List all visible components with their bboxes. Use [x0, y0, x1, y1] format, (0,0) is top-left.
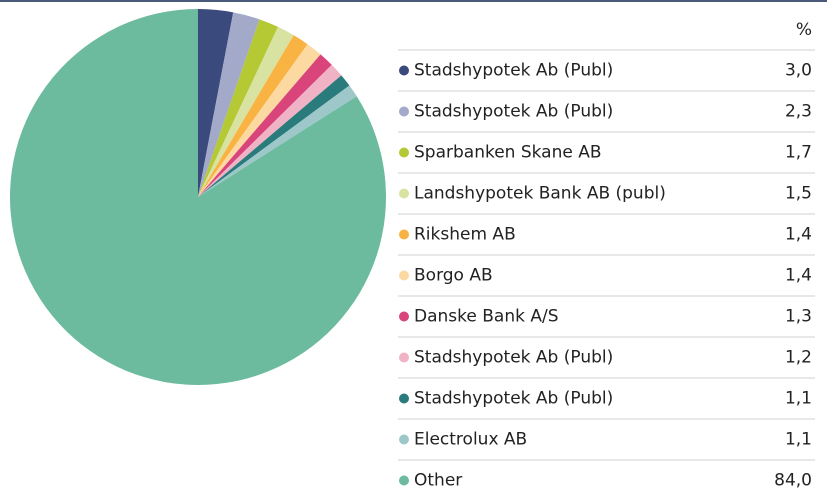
legend-label: Stadshypotek Ab (Publ): [414, 389, 613, 409]
legend-marker: [399, 352, 409, 363]
pie-slice: [198, 85, 357, 197]
value-label: 1,2: [785, 348, 812, 368]
legend-marker: [399, 147, 409, 158]
value-label: 1,4: [785, 266, 812, 286]
legend-marker: [399, 106, 409, 117]
value-label: 1,1: [785, 389, 812, 409]
legend-label: Borgo AB: [414, 266, 493, 286]
value-label: 1,5: [785, 184, 812, 204]
legend-label: Rikshem AB: [414, 225, 516, 245]
pie-slice: [198, 64, 342, 198]
pie-slice: [198, 19, 279, 198]
value-label: 1,7: [785, 143, 812, 163]
pie-slice: [9, 9, 387, 385]
legend-marker: [399, 475, 409, 486]
legend-label: Stadshypotek Ab (Publ): [414, 102, 613, 122]
legend-marker: [399, 434, 409, 445]
legend-marker: [399, 393, 409, 404]
legend-label: Landshypotek Bank AB (publ): [414, 184, 666, 204]
legend-marker: [399, 270, 409, 281]
legend-marker: [399, 65, 409, 76]
legend-label: Sparbanken Skane AB: [414, 143, 602, 163]
value-label: 3,0: [785, 61, 812, 81]
legend-label: Danske Bank A/S: [414, 307, 559, 327]
legend-marker: [399, 188, 409, 199]
legend-label: Stadshypotek Ab (Publ): [414, 348, 613, 368]
value-header: %: [796, 20, 812, 40]
legend-label: Stadshypotek Ab (Publ): [414, 61, 613, 81]
value-label: 1,3: [785, 307, 812, 327]
pie-slice: [198, 35, 308, 198]
value-label: 1,4: [785, 225, 812, 245]
value-label: 1,1: [785, 430, 812, 450]
pie-slice: [198, 44, 321, 197]
pie-slice: [198, 26, 294, 197]
value-label: 84,0: [774, 471, 812, 491]
legend-label: Electrolux AB: [414, 430, 527, 450]
legend-marker: [399, 229, 409, 240]
value-label: 2,3: [785, 102, 812, 122]
legend-label: Other: [414, 471, 462, 491]
pie-slice: [198, 12, 260, 197]
pie-slice: [198, 9, 234, 197]
legend-marker: [399, 311, 409, 322]
pie-slice: [198, 54, 332, 197]
pie-slice: [198, 75, 350, 197]
